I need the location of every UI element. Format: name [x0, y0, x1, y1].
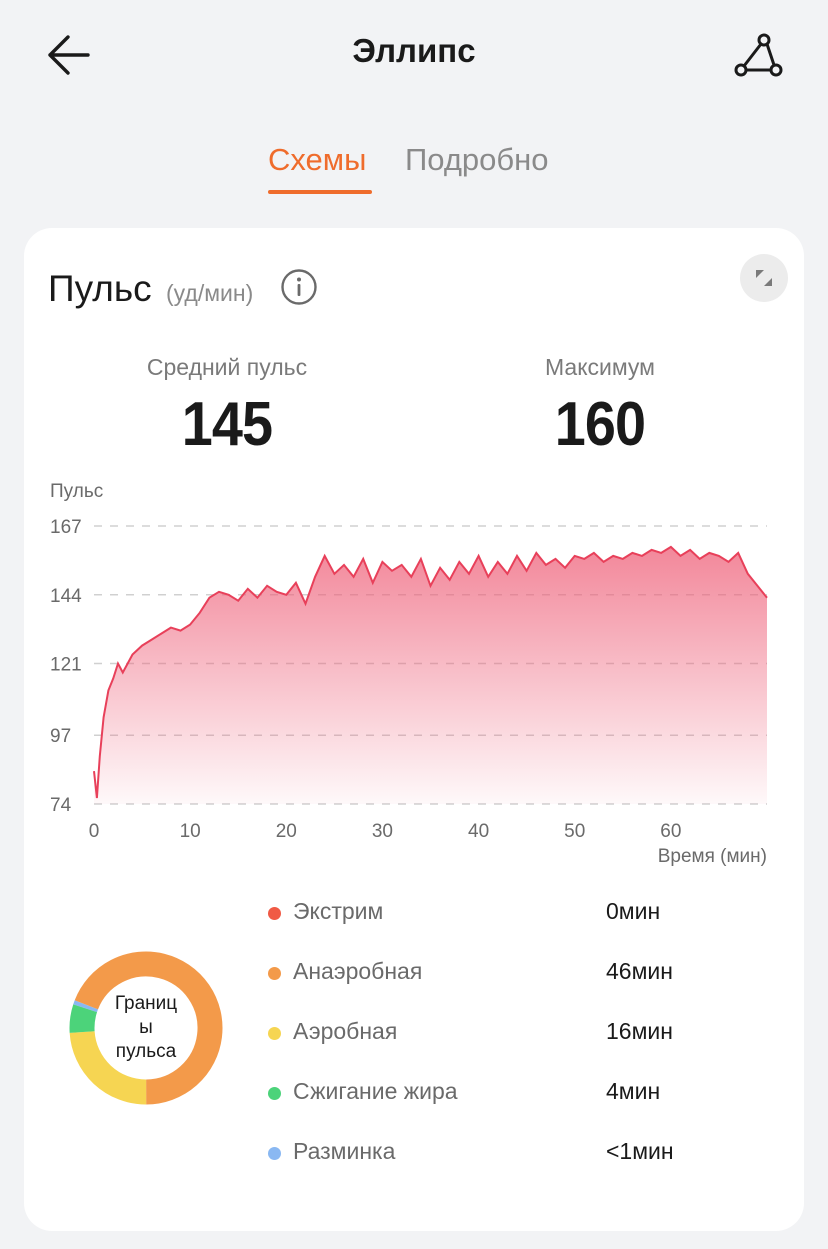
donut-segment	[74, 951, 223, 1105]
x-tick-label: 30	[372, 821, 393, 842]
chart-x-label: Время (мин)	[658, 846, 767, 867]
y-tick-label: 144	[50, 586, 82, 607]
zone-name: Экстрим	[293, 898, 384, 924]
x-tick-label: 40	[468, 821, 489, 842]
expand-button[interactable]	[740, 254, 788, 302]
zone-row-aerobic: Аэробная 16мин	[268, 1014, 728, 1054]
tab-schemes[interactable]: Схемы	[268, 142, 367, 177]
heart-rate-area	[94, 546, 767, 804]
zone-row-extreme: Экстрим 0мин	[268, 894, 728, 934]
max-heart-rate: Максимум 160	[470, 354, 730, 460]
tab-bar: Схемы Подробно	[0, 142, 828, 202]
arrow-left-icon	[48, 35, 90, 75]
x-tick-label: 0	[89, 821, 100, 842]
y-tick-label: 74	[50, 795, 72, 816]
x-tick-label: 10	[180, 821, 201, 842]
max-heart-rate-value: 160	[554, 390, 646, 459]
info-icon[interactable]	[280, 268, 318, 306]
avg-heart-rate-label: Средний пульс	[146, 354, 308, 380]
zone-value: 16мин	[606, 1018, 673, 1044]
zone-dot-anaerobic	[268, 967, 281, 980]
max-heart-rate-label: Максимум	[544, 354, 655, 380]
zone-name: Сжигание жира	[293, 1078, 458, 1104]
share-route-icon	[734, 33, 783, 77]
y-tick-label: 97	[50, 726, 71, 747]
donut-label-line-2: ы	[139, 1017, 153, 1038]
x-tick-label: 50	[564, 821, 585, 842]
zone-dot-aerobic	[268, 1027, 281, 1040]
zone-value: <1мин	[606, 1138, 674, 1164]
back-button[interactable]	[40, 30, 96, 80]
heart-rate-card: Пульс (уд/мин) Средний пульс 145 Максиму…	[24, 228, 804, 1231]
heart-rate-line	[93, 545, 768, 799]
share-route-button[interactable]	[728, 28, 788, 82]
donut-segment	[69, 1004, 98, 1033]
zone-row-fat-burn: Сжигание жира 4мин	[268, 1074, 728, 1114]
zone-dot-fat-burn	[268, 1087, 281, 1100]
heart-rate-zones-donut	[69, 951, 223, 1105]
page-title: Эллипс	[352, 32, 476, 69]
zone-dot-extreme	[268, 907, 281, 920]
zone-name: Анаэробная	[293, 958, 423, 984]
zone-value: 46мин	[606, 958, 673, 984]
donut-segment	[69, 1030, 147, 1105]
zone-dot-warmup	[268, 1147, 281, 1160]
donut-label-line-3: пульса	[115, 1041, 177, 1062]
zone-row-warmup: Разминка <1мин	[268, 1134, 728, 1174]
tab-details[interactable]: Подробно	[405, 142, 549, 177]
zone-value: 0мин	[606, 898, 661, 924]
avg-heart-rate: Средний пульс 145	[97, 354, 357, 460]
donut-segment	[73, 1000, 99, 1013]
x-tick-label: 60	[660, 821, 681, 842]
donut-label-line-1: Границ	[114, 993, 178, 1014]
zone-value: 4мин	[606, 1078, 661, 1104]
top-bar: Эллипс	[0, 0, 828, 110]
zone-name: Аэробная	[293, 1018, 398, 1044]
x-tick-label: 20	[276, 821, 297, 842]
card-title: Пульс	[48, 268, 152, 309]
donut-center-label: Границ ы пульса	[68, 992, 224, 1064]
heart-rate-chart: Пульс Время (мин) 167 144 121 97 74 0 10 20 30 40…	[50, 481, 768, 867]
expand-icon	[756, 270, 772, 286]
zone-row-anaerobic: Анаэробная 46мин	[268, 954, 728, 994]
zone-name: Разминка	[293, 1138, 396, 1164]
card-unit: (уд/мин)	[166, 280, 254, 306]
active-tab-indicator	[268, 190, 372, 194]
y-tick-label: 167	[50, 517, 82, 538]
avg-heart-rate-value: 145	[181, 390, 273, 459]
chart-y-label: Пульс	[50, 481, 103, 502]
y-tick-label: 121	[50, 655, 82, 676]
